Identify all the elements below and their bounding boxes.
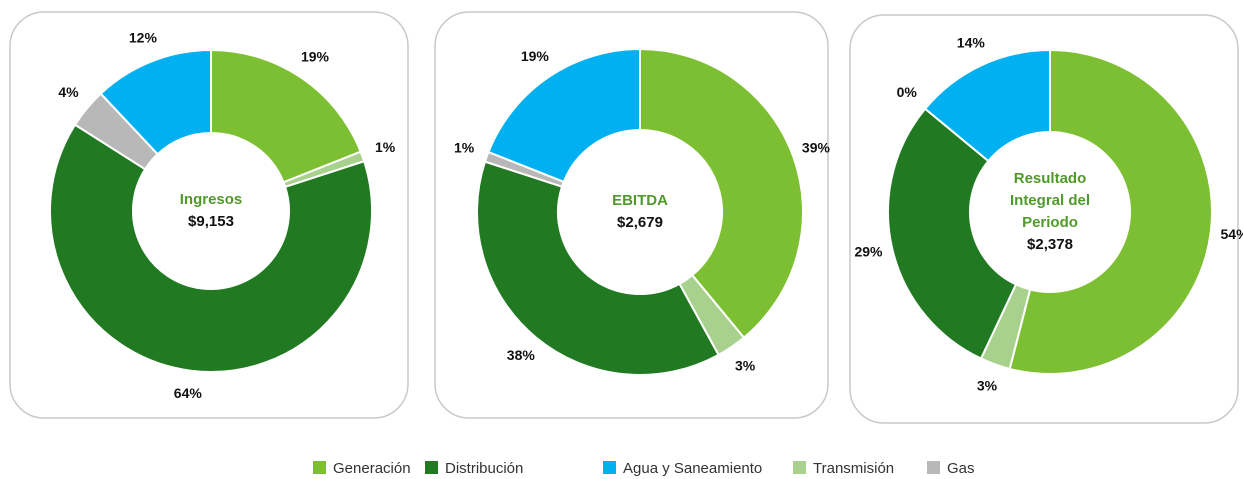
data-label: 0%	[897, 84, 918, 100]
data-label: 14%	[957, 34, 986, 50]
data-label: 4%	[58, 84, 79, 100]
legend-swatch	[313, 461, 326, 474]
center-value: $9,153	[188, 213, 234, 230]
donut-segment	[639, 47, 804, 340]
legend-swatch	[793, 461, 806, 474]
donut-segment	[210, 48, 362, 184]
legend-label: Gas	[947, 460, 975, 477]
legend-label: Transmisión	[813, 460, 894, 477]
data-label: 3%	[735, 357, 756, 373]
legend: Generación Distribución Agua y Saneamiento…	[313, 460, 975, 477]
data-label: 3%	[977, 378, 998, 394]
data-label: 1%	[375, 139, 396, 155]
donut-segment	[923, 48, 1051, 163]
center-text: Ingresos $9,153	[146, 189, 276, 233]
donut-segment	[49, 123, 373, 373]
center-label: EBITDA	[612, 192, 668, 209]
donut-segment	[476, 160, 720, 376]
data-label: 54%	[1221, 226, 1243, 242]
center-text: Resultado Integral del Periodo $2,378	[985, 168, 1115, 256]
data-label: 39%	[802, 139, 831, 155]
center-text: EBITDA $2,679	[575, 190, 705, 234]
data-label: 64%	[174, 385, 203, 401]
legend-swatch	[927, 461, 940, 474]
center-label: Ingresos	[179, 191, 243, 208]
donut-segment	[487, 47, 641, 184]
legend-label: Distribución	[445, 460, 523, 477]
data-label: 12%	[129, 30, 158, 46]
center-label: Resultado Integral del Periodo	[1009, 170, 1091, 231]
data-label: 38%	[507, 347, 536, 363]
legend-label: Agua y Saneamiento	[623, 460, 762, 477]
donut-segment	[887, 107, 1018, 360]
data-label: 19%	[521, 48, 550, 64]
legend-swatch	[425, 461, 438, 474]
data-label: 19%	[301, 49, 330, 65]
data-label: 29%	[854, 243, 883, 259]
donut-segment	[1008, 48, 1213, 375]
center-value: $2,378	[1027, 236, 1073, 253]
legend-swatch	[603, 461, 616, 474]
center-value: $2,679	[617, 214, 663, 231]
donut-segment	[99, 48, 212, 156]
data-label: 1%	[454, 139, 475, 155]
legend-label: Generación	[333, 460, 411, 477]
